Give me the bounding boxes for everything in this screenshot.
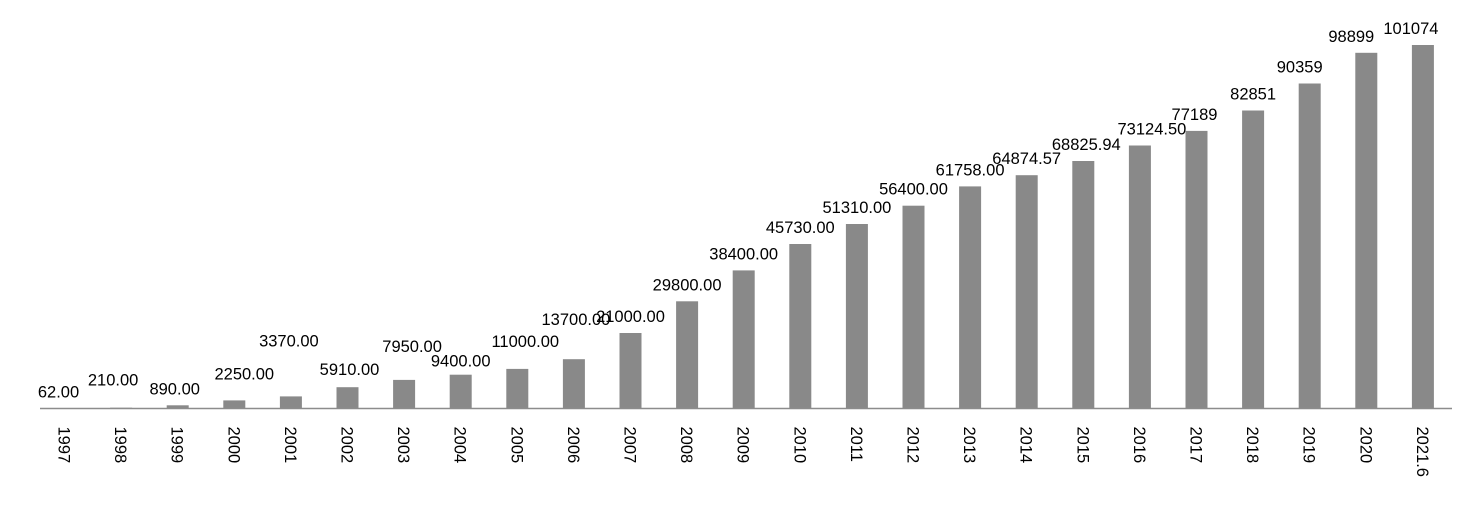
bars-group <box>53 45 1434 409</box>
value-label-1999: 890.00 <box>149 380 199 398</box>
x-tick-1999: 1999 <box>168 427 186 464</box>
x-tick-2019: 2019 <box>1300 427 1318 464</box>
value-label-2017: 77189 <box>1172 106 1218 124</box>
value-label-2007: 21000.00 <box>596 308 665 326</box>
value-label-2006: 13700.00 <box>541 311 610 329</box>
bar-2004 <box>449 374 472 409</box>
bar-2018 <box>1242 110 1265 409</box>
x-tick-2000: 2000 <box>224 427 242 464</box>
x-tick-2013: 2013 <box>960 427 978 464</box>
x-tick-2008: 2008 <box>677 427 695 464</box>
x-tick-2007: 2007 <box>621 427 639 464</box>
value-label-2012: 56400.00 <box>879 181 948 199</box>
x-tick-2005: 2005 <box>507 427 525 464</box>
bar-2009 <box>732 270 755 409</box>
x-tick-2009: 2009 <box>734 427 752 464</box>
bar-2010 <box>789 244 812 409</box>
bar-2020 <box>1355 52 1378 409</box>
x-tick-2018: 2018 <box>1243 427 1261 464</box>
value-label-2005: 11000.00 <box>491 333 559 351</box>
value-label-2016: 73124.50 <box>1117 121 1186 139</box>
bar-2012 <box>902 205 925 409</box>
bar-2014 <box>1015 175 1038 409</box>
value-label-2001: 3370.00 <box>259 332 319 350</box>
x-tick-2006: 2006 <box>564 427 582 464</box>
x-tick-2016: 2016 <box>1130 427 1148 464</box>
bar-2006 <box>562 359 585 409</box>
value-label-2018: 82851 <box>1230 86 1276 104</box>
value-label-2008: 29800.00 <box>653 276 722 294</box>
value-label-2021.6: 101074 <box>1383 20 1438 38</box>
value-label-2019: 90359 <box>1277 59 1323 77</box>
bar-2019 <box>1298 83 1321 409</box>
x-tick-2004: 2004 <box>451 427 469 464</box>
x-tick-2020: 2020 <box>1356 427 1374 464</box>
value-label-2013: 61758.00 <box>936 161 1005 179</box>
x-tick-2017: 2017 <box>1187 427 1205 464</box>
x-tick-2002: 2002 <box>338 427 356 464</box>
x-tick-2003: 2003 <box>394 427 412 464</box>
value-label-2010: 45730.00 <box>766 219 835 237</box>
bar-2003 <box>393 379 416 409</box>
value-label-2000: 2250.00 <box>214 365 274 383</box>
bar-2016 <box>1128 145 1151 409</box>
value-label-2004: 9400.00 <box>431 353 491 371</box>
bar-2008 <box>676 301 699 409</box>
bar-2021.6 <box>1411 45 1434 409</box>
x-tick-1997: 1997 <box>55 427 73 464</box>
x-tick-2011: 2011 <box>847 427 865 462</box>
bar-2001 <box>279 396 302 409</box>
bar-2015 <box>1072 161 1095 409</box>
bar-2013 <box>959 186 982 409</box>
value-label-2002: 5910.00 <box>320 361 380 379</box>
value-label-2014: 64874.57 <box>992 150 1061 168</box>
value-label-2009: 38400.00 <box>709 245 778 263</box>
value-label-2015: 68825.94 <box>1052 136 1121 154</box>
bar-2007 <box>619 333 642 409</box>
value-label-1998: 210.00 <box>88 372 138 390</box>
bar-1999 <box>166 405 189 409</box>
bar-2017 <box>1185 130 1208 409</box>
bar-2000 <box>223 400 246 409</box>
value-labels-group: 62.00 210.00 890.00 2250.00 3370.005910.0079… <box>38 20 1439 401</box>
bar-2005 <box>506 368 529 409</box>
value-label-2003: 7950.00 <box>382 338 442 356</box>
value-label-2020: 98899 <box>1328 28 1374 46</box>
value-label-2011: 51310.00 <box>822 199 891 217</box>
x-tick-2015: 2015 <box>1073 427 1091 464</box>
bar-2002 <box>336 387 359 409</box>
bar-2011 <box>845 224 868 409</box>
x-tick-2021.6: 2021.6 <box>1413 427 1431 477</box>
x-tick-2012: 2012 <box>904 427 922 464</box>
x-tick-2010: 2010 <box>790 427 808 464</box>
value-label-1997: 62.00 <box>38 383 79 401</box>
x-tick-2001: 2001 <box>281 427 299 464</box>
x-tick-2014: 2014 <box>1017 427 1035 464</box>
x-tick-labels-group: 1997 1998 1999 2000 2001 2002 2003 2004 2005 2006… <box>55 427 1431 477</box>
x-tick-1998: 1998 <box>111 427 129 464</box>
